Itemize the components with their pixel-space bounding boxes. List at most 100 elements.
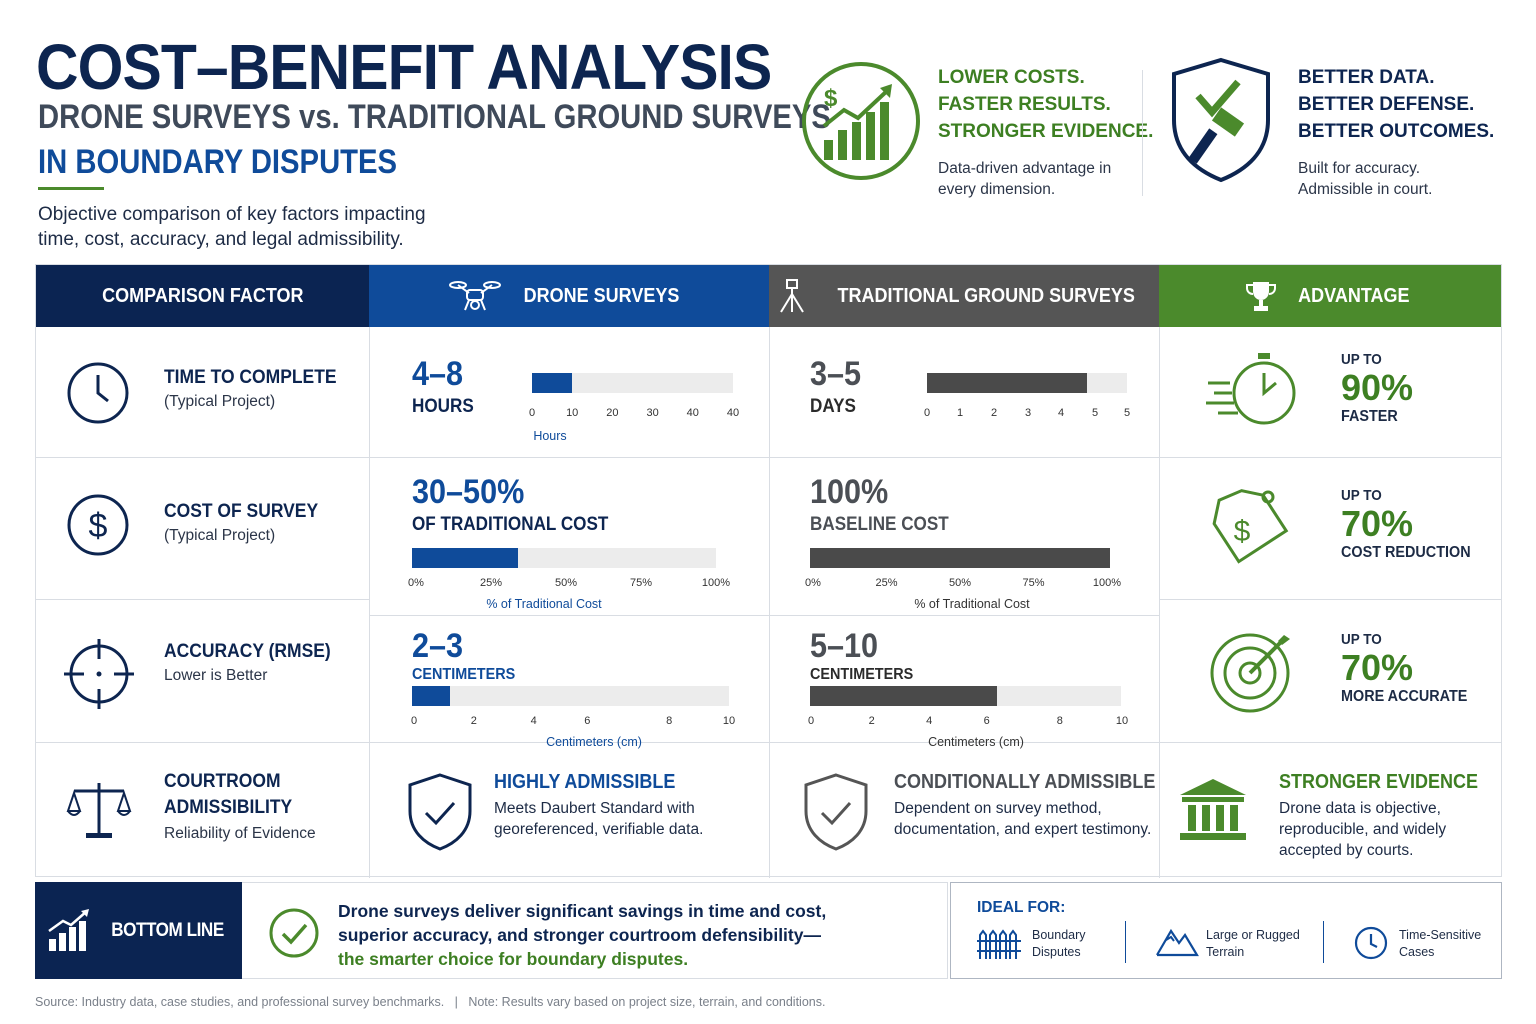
drone-time-bar-fill bbox=[532, 373, 573, 393]
advantage-prefix: UP TO bbox=[1341, 631, 1382, 648]
tick-label: 40 bbox=[686, 407, 699, 419]
trad-accuracy-ticks: 0 2 4 6 8 10 bbox=[807, 715, 1128, 729]
factor-cost: COST OF SURVEY (Typical Project) bbox=[164, 501, 332, 545]
page-title: COST–BENEFIT ANALYSIS bbox=[36, 31, 772, 103]
intro-text: Objective comparison of key factors impa… bbox=[38, 204, 426, 250]
header-label: ADVANTAGE bbox=[1298, 284, 1410, 307]
stopwatch-fast-icon bbox=[1204, 349, 1300, 434]
tick-label: 40 bbox=[726, 407, 740, 419]
target-icon bbox=[1208, 629, 1294, 720]
header-label: DRONE SURVEYS bbox=[524, 284, 680, 307]
value-number: 2–3 bbox=[412, 627, 464, 665]
trad-admissibility: CONDITIONALLY ADMISSIBLE Dependent on su… bbox=[894, 771, 1155, 840]
axis-caption: Centimeters (cm) bbox=[928, 735, 1024, 749]
drone-accuracy-bar-fill bbox=[412, 686, 451, 706]
header-drone-surveys: DRONE SURVEYS bbox=[369, 265, 769, 327]
advantage-label: MORE ACCURATE bbox=[1341, 688, 1468, 705]
svg-text:$: $ bbox=[89, 507, 108, 545]
dollar-icon: $ bbox=[66, 493, 130, 562]
mountain-icon bbox=[1155, 923, 1199, 964]
tick-label: 0 bbox=[923, 407, 931, 419]
header-label: TRADITIONAL GROUND SURVEYS bbox=[837, 284, 1135, 307]
page-subtitle-context: IN BOUNDARY DISPUTES bbox=[38, 143, 398, 181]
courthouse-icon bbox=[1178, 777, 1248, 848]
admissibility-text: Meets Daubert Standard with georeference… bbox=[494, 800, 704, 838]
statement-highlight: the smarter choice for boundary disputes… bbox=[338, 949, 689, 969]
value-number: 4–8 bbox=[412, 355, 464, 393]
factor-subtitle: (Typical Project) bbox=[164, 393, 276, 410]
trad-time-ticks: 0 1 2 3 4 5 5 bbox=[923, 407, 1131, 421]
factor-name: ADMISSIBILITY bbox=[164, 797, 293, 818]
callout-text-1: Data-driven advantage in every dimension… bbox=[938, 160, 1112, 198]
callout-headline-1: LOWER COSTS. FASTER RESULTS. STRONGER EV… bbox=[938, 64, 1153, 145]
drone-time-value: 4–8 HOURS bbox=[412, 355, 481, 418]
trad-accuracy-bar-fill bbox=[810, 686, 997, 706]
shield-check-icon bbox=[406, 771, 474, 858]
trad-cost-value: 100% BASELINE COST bbox=[810, 473, 964, 536]
tick-label: 5 bbox=[1123, 407, 1131, 419]
tick-label: 0% bbox=[408, 577, 424, 589]
tick-label: 100% bbox=[701, 577, 731, 589]
ideal-item-label: Large or Rugged bbox=[1206, 928, 1300, 942]
source-note: Source: Industry data, case studies, and… bbox=[35, 995, 826, 1009]
tick-label: 10 bbox=[722, 715, 736, 727]
callout-text-2: Built for accuracy. Admissible in court. bbox=[1298, 160, 1433, 198]
tick-label: 2 bbox=[990, 407, 998, 419]
header-advantage: ADVANTAGE bbox=[1159, 265, 1501, 327]
factor-name: TIME TO COMPLETE bbox=[164, 367, 337, 388]
value-unit: CENTIMETERS bbox=[412, 666, 516, 683]
value-number: 5–10 bbox=[810, 627, 879, 665]
comparison-table: COMPARISON FACTOR DRONE SURVEYS TRADITIO… bbox=[35, 264, 1502, 878]
drone-cost-ticks: 0% 25% 50% 75% 100% bbox=[408, 577, 730, 591]
trophy-icon bbox=[1246, 282, 1277, 311]
tripod-surveyor-icon bbox=[779, 279, 804, 313]
clock-icon bbox=[1353, 925, 1389, 966]
callout-line: STRONGER EVIDENCE. bbox=[938, 121, 1154, 142]
advantage-label: FASTER bbox=[1341, 408, 1398, 425]
crosshair-icon bbox=[64, 639, 134, 714]
tick-label: 10 bbox=[1115, 715, 1129, 727]
drone-cost-bar bbox=[412, 548, 716, 568]
factor-subtitle: Lower is Better bbox=[164, 667, 268, 684]
tick-label: 50% bbox=[554, 577, 578, 589]
row-divider bbox=[1159, 599, 1501, 600]
ideal-divider bbox=[1125, 921, 1126, 963]
trad-accuracy-bar bbox=[810, 686, 1121, 706]
drone-accuracy-bar bbox=[412, 686, 729, 706]
axis-caption: Hours bbox=[533, 429, 567, 443]
column-divider bbox=[369, 327, 370, 878]
statement-text: Drone surveys deliver significant saving… bbox=[338, 901, 827, 945]
row-divider bbox=[36, 599, 369, 600]
ideal-item-label: Time-Sensitive bbox=[1399, 928, 1482, 942]
tick-label: 0% bbox=[805, 577, 821, 589]
drone-time-ticks: 0 10 20 30 40 40 bbox=[529, 407, 739, 421]
ideal-item-label: Cases bbox=[1399, 945, 1435, 959]
row-divider bbox=[369, 615, 1159, 616]
ideal-item-label: Boundary bbox=[1032, 928, 1086, 942]
advantage-prefix: UP TO bbox=[1341, 351, 1382, 368]
factor-admissibility: COURTROOM ADMISSIBILITY Reliability of E… bbox=[164, 771, 316, 843]
tick-label: 6 bbox=[983, 715, 990, 727]
drone-time-bar bbox=[532, 373, 733, 393]
factor-time: TIME TO COMPLETE (Typical Project) bbox=[164, 367, 352, 411]
ideal-item-label: Disputes bbox=[1032, 945, 1081, 959]
shield-check-icon bbox=[802, 771, 870, 858]
tick-label: 5 bbox=[1091, 407, 1099, 419]
advantage-prefix: UP TO bbox=[1341, 487, 1382, 504]
row-divider bbox=[36, 742, 1501, 743]
check-circle-icon bbox=[268, 907, 320, 964]
trad-time-bar bbox=[927, 373, 1127, 393]
advantage-value: 70% bbox=[1341, 647, 1414, 688]
tick-label: 30 bbox=[646, 407, 659, 419]
tick-label: 4 bbox=[1057, 407, 1065, 419]
value-unit: DAYS bbox=[810, 396, 856, 417]
growth-chart-icon bbox=[48, 908, 89, 951]
bottom-line-label: BOTTOM LINE bbox=[35, 882, 242, 979]
tick-label: 0 bbox=[807, 715, 815, 727]
ideal-item-label: Terrain bbox=[1206, 945, 1245, 959]
advantage-time: UP TO 90% FASTER bbox=[1341, 351, 1413, 426]
advantage-label: COST REDUCTION bbox=[1341, 544, 1471, 561]
title-underline bbox=[38, 187, 104, 190]
trad-cost-bar-fill bbox=[810, 548, 1110, 568]
tick-label: 100% bbox=[1092, 577, 1122, 589]
